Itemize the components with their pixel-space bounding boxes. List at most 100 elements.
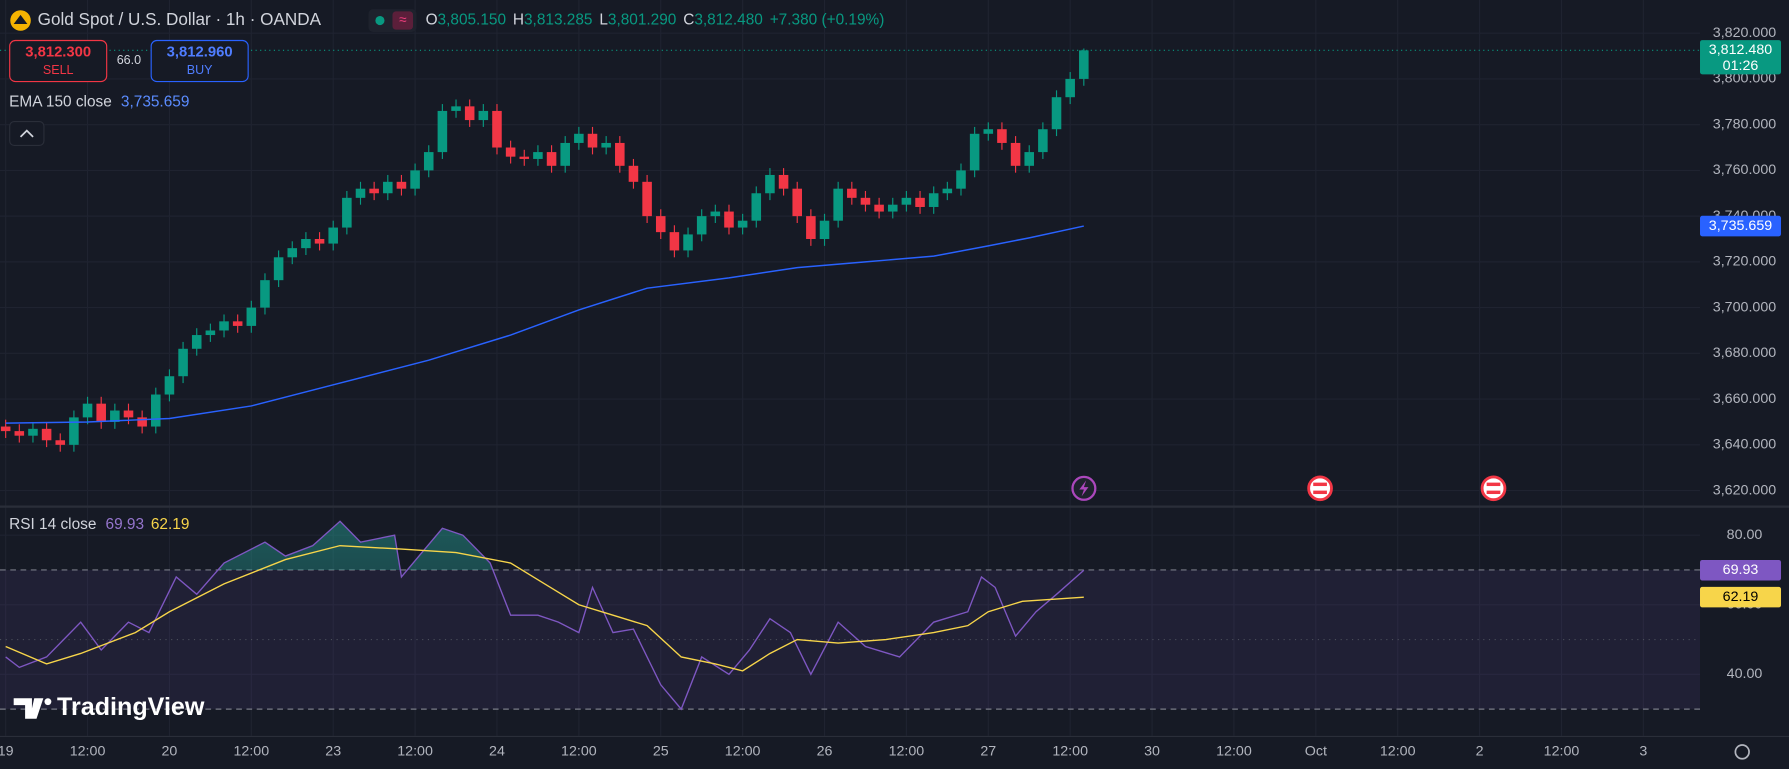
ema-line (5, 225, 1084, 424)
candle-body (287, 248, 298, 258)
grid (0, 0, 1701, 736)
settings-icon[interactable] (1734, 744, 1750, 760)
candle-body (601, 142, 611, 148)
rsi-pane (0, 520, 1701, 711)
x-tick-label: 19 (0, 744, 14, 760)
candle-body (246, 307, 257, 326)
us-event-icon[interactable] (1480, 475, 1507, 502)
ema-legend: EMA 150 close 3,735.659 (9, 94, 189, 111)
flag-stripe (1486, 490, 1501, 495)
y-tick-label: 3,660.000 (1713, 391, 1776, 407)
candle-body (615, 142, 625, 166)
candle-body (1051, 97, 1062, 130)
ema-value: 3,735.659 (121, 94, 189, 111)
candle-body (492, 110, 502, 148)
flag-stripe (1313, 490, 1327, 495)
y-tick-label: 40.00 (1727, 666, 1763, 682)
candle-body (683, 234, 693, 251)
candle-body (847, 188, 857, 198)
candle-body (901, 197, 912, 205)
candle-body (219, 321, 229, 331)
y-tick-label: 3,720.000 (1713, 254, 1776, 270)
candle-body (464, 106, 475, 121)
candle-body (260, 280, 270, 308)
candle-body (956, 170, 966, 189)
candle-body (273, 257, 284, 281)
candle-body (710, 211, 721, 217)
candle-body (519, 156, 530, 159)
candle-body (860, 197, 871, 205)
x-tick-label: Oct (1305, 744, 1327, 760)
x-tick-label: 12:00 (1052, 744, 1088, 760)
candle-body (778, 174, 789, 189)
candle-body (1065, 78, 1075, 98)
y-tick-label: 3,700.000 (1713, 299, 1776, 315)
market-status (375, 15, 385, 26)
x-tick-label: 12:00 (1544, 744, 1580, 760)
rsi-ma-tag: 62.19 (1723, 589, 1759, 605)
candle-body (205, 330, 216, 336)
candle-body (546, 152, 557, 166)
candle-body (1038, 129, 1048, 153)
y-tick-label: 3,820.000 (1713, 25, 1776, 41)
buy-button[interactable] (150, 39, 249, 83)
candle-body (55, 440, 66, 445)
candle-body (437, 110, 448, 153)
rsi-ma-line (5, 544, 1084, 672)
x-tick-label: 12:00 (70, 744, 106, 760)
collapse-icon (19, 129, 34, 138)
x-tick-label: 2 (1476, 744, 1484, 760)
candle-body (724, 211, 734, 228)
candle-body (383, 181, 393, 194)
delay-glyph: ≈ (399, 12, 407, 27)
rsi-tag-box (1700, 559, 1782, 581)
buy-label: BUY (187, 63, 213, 77)
collapse-button[interactable] (9, 120, 45, 147)
y-tick-label: 80.00 (1727, 527, 1763, 543)
last-price-tag-countdown: 01:26 (1723, 58, 1759, 74)
x-tick-label: 12:00 (233, 744, 269, 760)
candle-body (410, 170, 420, 189)
candle-body (423, 152, 434, 171)
sell-button[interactable] (9, 39, 108, 83)
candle-body (1079, 50, 1089, 79)
candle-body (110, 410, 120, 422)
candle-body (369, 188, 379, 194)
candle-body (915, 197, 925, 207)
sell-price: 3,812.300 (25, 44, 91, 60)
x-tick-label: 12:00 (889, 744, 925, 760)
candle-body (355, 188, 366, 198)
x-tick-label: 23 (325, 744, 341, 760)
rsi-name: RSI 14 close (9, 516, 96, 533)
candle-body (69, 417, 79, 445)
logo-dot (44, 698, 52, 706)
candle-body (696, 216, 707, 235)
candle-body (396, 181, 407, 189)
candle-body (478, 110, 489, 121)
candle-body (628, 165, 639, 182)
symbol-icon-glyph (13, 14, 28, 24)
candle-body (669, 232, 680, 251)
candle-body (928, 193, 939, 207)
change: +7.380 (+0.19%) (770, 12, 885, 29)
candle-body (942, 188, 953, 194)
y-tick-label: 3,680.000 (1713, 345, 1776, 361)
candle-body (41, 428, 52, 441)
candle-body (887, 204, 898, 212)
overbought-fill (5, 521, 1084, 570)
candle-body (806, 216, 816, 239)
candle-body (505, 147, 516, 157)
candle-body (642, 181, 652, 217)
us-event-icon[interactable] (1307, 475, 1333, 502)
symbol-title: Gold Spot / U.S. Dollar · 1h · OANDA (38, 10, 322, 29)
y-tick-label: 3,640.000 (1713, 437, 1776, 453)
candle-body (164, 376, 175, 395)
logo-mark (13, 698, 44, 719)
candle-body (342, 197, 352, 228)
candle-body (1010, 142, 1021, 166)
ohlc-key: O (426, 12, 438, 29)
candle-body (123, 410, 134, 418)
candle-body (151, 394, 161, 427)
x-tick-label: 12:00 (397, 744, 433, 760)
